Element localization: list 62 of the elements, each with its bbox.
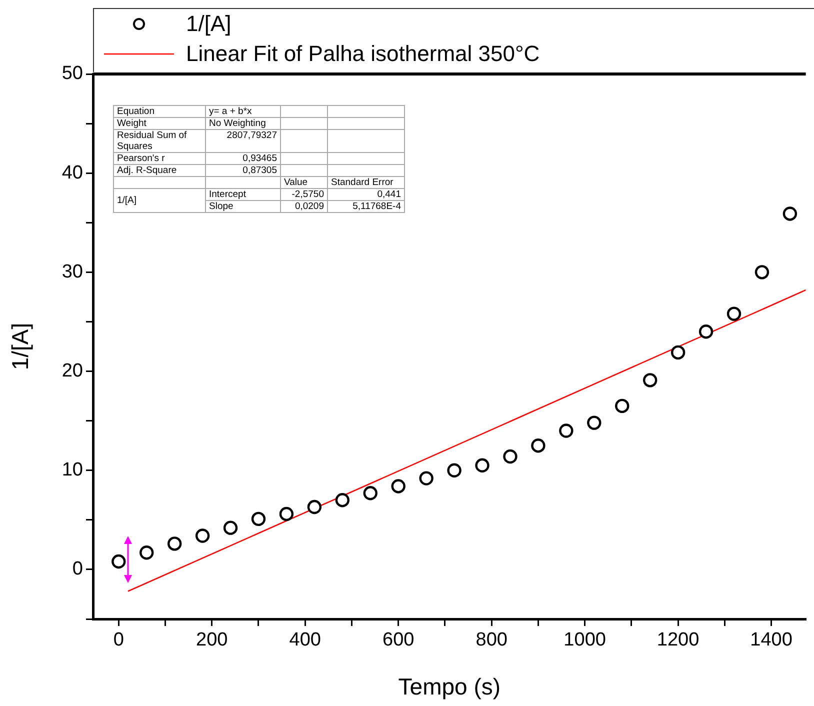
point xyxy=(223,520,238,535)
annotation: 0,0209 xyxy=(280,200,328,212)
point xyxy=(251,512,266,526)
point xyxy=(503,449,518,464)
point xyxy=(167,536,182,551)
annotation: 2807,79327 xyxy=(206,130,280,152)
point xyxy=(363,486,378,500)
annotation: Standard Error xyxy=(328,176,404,188)
annotation: 0,93465 xyxy=(206,152,280,164)
legend-label: Linear Fit of Palha isothermal 350°C xyxy=(186,41,540,67)
annotation: -2,5750 xyxy=(280,188,328,200)
x-tick-label: 1000 xyxy=(564,630,606,651)
point xyxy=(754,265,770,280)
point xyxy=(642,373,658,388)
point xyxy=(195,528,210,543)
point xyxy=(475,458,490,473)
x-axis-title: Tempo (s) xyxy=(398,674,501,700)
annotation: Equation xyxy=(114,106,206,118)
point xyxy=(559,424,574,438)
point xyxy=(140,546,154,560)
y-tick-label: 10 xyxy=(62,460,83,481)
point xyxy=(531,438,546,453)
point xyxy=(698,324,714,339)
y-axis-title: 1/[A] xyxy=(7,322,34,370)
annotation: Adj. R-Square xyxy=(114,164,206,176)
legend-label: 1/[A] xyxy=(186,11,232,37)
point xyxy=(782,206,798,221)
annotation: Pearson's r xyxy=(114,152,206,164)
point xyxy=(726,306,742,321)
x-tick-label: 200 xyxy=(196,630,228,651)
x-tick-label: 1400 xyxy=(750,630,792,651)
point xyxy=(419,471,434,486)
point xyxy=(615,398,630,414)
annotation: 0,441 xyxy=(328,188,404,200)
annotation: 0,87305 xyxy=(206,164,280,176)
annotation: Weight xyxy=(114,118,206,130)
x-tick-label: 400 xyxy=(289,630,321,651)
point xyxy=(279,506,294,522)
annotation: Intercept xyxy=(206,188,280,200)
annotation: Slope xyxy=(206,200,280,212)
annotation: 1/[A] xyxy=(114,188,206,212)
annotation: 5,11768E-4 xyxy=(328,200,404,212)
point xyxy=(391,479,406,494)
point xyxy=(670,345,686,360)
x-tick-label: 1200 xyxy=(656,630,700,651)
annotation: y= a + b*x xyxy=(206,106,280,118)
annotation: Value xyxy=(280,176,328,188)
point xyxy=(112,554,126,569)
y-tick-label: 30 xyxy=(62,261,83,282)
annotation: No Weighting xyxy=(206,118,280,130)
y-tick-label: 40 xyxy=(62,162,83,184)
annotation: Residual Sum of Squares xyxy=(114,130,206,152)
point xyxy=(587,416,602,430)
y-tick-label: 20 xyxy=(62,360,83,382)
x-tick-label: 0 xyxy=(113,630,124,651)
point xyxy=(307,500,322,514)
x-tick-label: 600 xyxy=(382,630,414,651)
y-tick-label: 0 xyxy=(72,558,83,580)
point xyxy=(335,492,350,508)
y-tick-label: 50 xyxy=(62,63,83,84)
x-tick-label: 800 xyxy=(476,630,508,651)
point xyxy=(447,463,462,478)
